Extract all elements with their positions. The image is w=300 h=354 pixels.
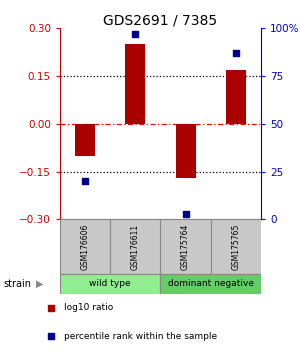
- Text: wild type: wild type: [89, 279, 131, 288]
- Text: GSM175765: GSM175765: [231, 223, 240, 270]
- Bar: [176, 124, 196, 178]
- Bar: [60, 274, 160, 294]
- Bar: [75, 124, 95, 156]
- Point: [183, 211, 188, 217]
- Bar: [160, 274, 261, 294]
- Text: strain: strain: [3, 279, 31, 289]
- Bar: [125, 44, 146, 124]
- Text: GSM175764: GSM175764: [181, 223, 190, 270]
- Text: GSM176611: GSM176611: [131, 224, 140, 270]
- Bar: [110, 219, 160, 274]
- Point: [49, 333, 54, 339]
- Bar: [160, 219, 211, 274]
- Bar: [60, 219, 110, 274]
- Text: percentile rank within the sample: percentile rank within the sample: [64, 332, 218, 341]
- Text: log10 ratio: log10 ratio: [64, 303, 114, 313]
- Point: [133, 31, 138, 37]
- Bar: [211, 219, 261, 274]
- Text: dominant negative: dominant negative: [168, 279, 254, 288]
- Title: GDS2691 / 7385: GDS2691 / 7385: [103, 13, 218, 27]
- Text: ▶: ▶: [36, 279, 44, 289]
- Text: GSM176606: GSM176606: [81, 223, 90, 270]
- Bar: [226, 70, 246, 124]
- Point: [233, 50, 238, 56]
- Point: [49, 305, 54, 311]
- Point: [83, 178, 88, 184]
